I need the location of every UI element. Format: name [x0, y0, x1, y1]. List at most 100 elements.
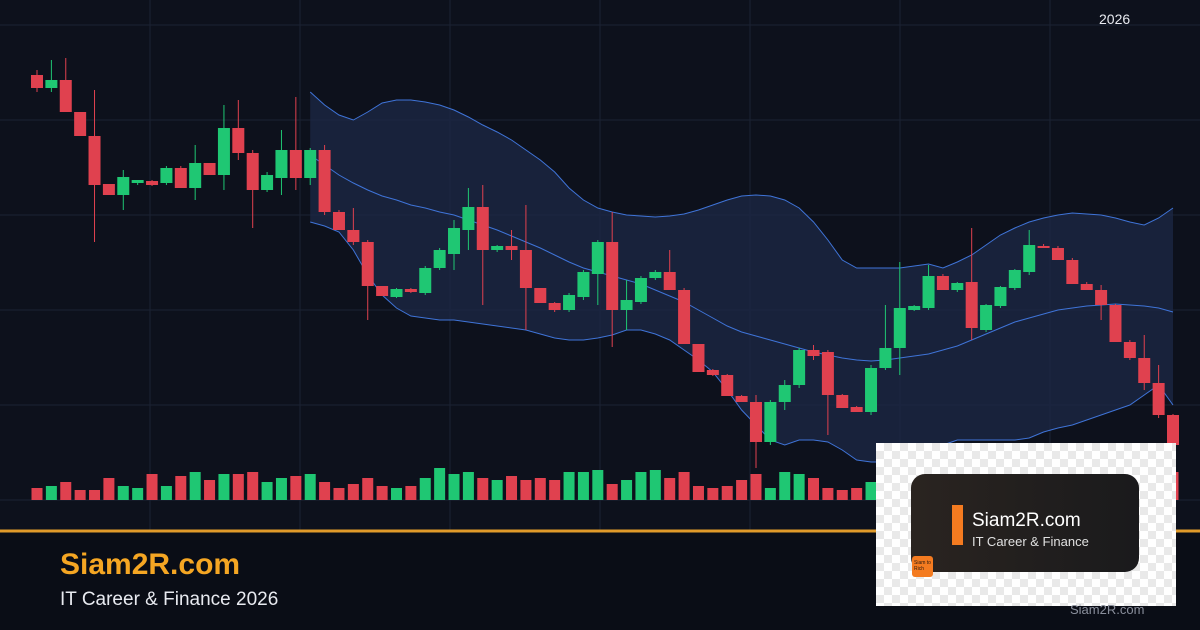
candle-body: [1152, 383, 1165, 415]
candle-body: [448, 228, 461, 254]
candle-body: [433, 250, 446, 268]
candle-body: [534, 288, 547, 303]
volume-bar: [621, 480, 633, 500]
candle-body: [59, 80, 72, 112]
volume-bar: [189, 472, 201, 500]
volume-bar: [707, 488, 719, 500]
candle-body: [289, 150, 302, 178]
candle-body: [563, 295, 576, 310]
candle-body: [519, 250, 532, 288]
volume-bar: [117, 486, 129, 500]
candle-body: [850, 407, 863, 412]
candle-body: [232, 128, 245, 153]
candle-body: [361, 242, 374, 286]
volume-bar: [347, 484, 359, 500]
candle-body: [951, 283, 964, 290]
volume-bar: [419, 478, 431, 500]
volume-bar: [448, 474, 460, 500]
candle-body: [721, 375, 734, 396]
candle-body: [749, 402, 762, 442]
volume-bar: [405, 486, 417, 500]
volume-bar: [390, 488, 402, 500]
candle-body: [462, 207, 475, 230]
tagline: IT Career & Finance 2026: [60, 589, 279, 610]
candle-body: [807, 350, 820, 356]
candle-body: [146, 181, 159, 185]
volume-bar: [89, 490, 101, 500]
candle-body: [1138, 358, 1151, 383]
volume-bar: [462, 472, 474, 500]
band-line: [310, 221, 1174, 463]
volume-bar: [520, 480, 532, 500]
volume-bar: [376, 486, 388, 500]
candle-body: [836, 395, 849, 408]
volume-bar: [218, 474, 230, 500]
volume-bar: [808, 478, 820, 500]
candle-body: [908, 306, 921, 310]
volume-bar: [434, 468, 446, 500]
candle-body: [74, 112, 87, 136]
volume-bar: [836, 490, 848, 500]
volume-bar: [779, 472, 791, 500]
band-line: [309, 154, 1174, 362]
volume-bar: [851, 488, 863, 500]
candle-body: [1008, 270, 1021, 288]
candle-body: [117, 177, 130, 195]
candle-body: [649, 272, 662, 278]
candle-body: [203, 163, 216, 175]
volume-bar: [506, 476, 518, 500]
volume-bar: [664, 478, 676, 500]
candle-body: [893, 308, 906, 348]
candle-body: [45, 80, 58, 88]
candle-body: [217, 128, 230, 175]
volume-bar: [764, 488, 776, 500]
candle-body: [491, 246, 504, 250]
candle-body: [965, 282, 978, 328]
band-fill: [310, 92, 1173, 462]
volume-bar: [491, 480, 503, 500]
candle-body: [505, 246, 518, 250]
candle-body: [1095, 290, 1108, 305]
volume-bar: [103, 478, 115, 500]
band-line: [309, 91, 1174, 269]
volume-bar: [534, 478, 546, 500]
watermark: Siam2R.com: [1070, 602, 1145, 617]
volume-bar: [865, 482, 877, 500]
candle-body: [174, 168, 187, 188]
candle-body: [980, 305, 993, 330]
volume-bar: [592, 470, 604, 500]
candle-body: [318, 150, 331, 212]
candle-body: [1051, 248, 1064, 260]
candle-body: [936, 276, 949, 290]
year: 2026: [1099, 11, 1131, 27]
volume-bar: [635, 472, 647, 500]
volume-bar: [319, 482, 331, 500]
candle-body: [332, 212, 345, 230]
candle-body: [131, 180, 144, 183]
volume-bar: [160, 486, 172, 500]
volume-bar: [261, 482, 273, 500]
logo-subtitle: IT Career & Finance: [972, 534, 1089, 549]
volume-bar: [74, 490, 86, 500]
volume-bar: [649, 470, 661, 500]
volume-bar: [563, 472, 575, 500]
candle-body: [1123, 342, 1136, 358]
candle-body: [1037, 246, 1050, 248]
candle-body: [634, 278, 647, 302]
volume-bar: [204, 480, 216, 500]
volume-bar: [736, 480, 748, 500]
candle-body: [865, 368, 878, 412]
volume-bar: [678, 472, 690, 500]
candle-body: [376, 286, 389, 296]
volume-bar: [275, 478, 287, 500]
volume-bar: [232, 474, 244, 500]
volume-bar: [362, 478, 374, 500]
candle-body: [793, 350, 806, 385]
candle-body: [31, 75, 43, 88]
volume-bar: [477, 478, 489, 500]
volume-bar: [333, 488, 345, 500]
candle-body: [778, 385, 791, 402]
candle-body: [160, 168, 173, 183]
logo-bar: [952, 505, 963, 545]
